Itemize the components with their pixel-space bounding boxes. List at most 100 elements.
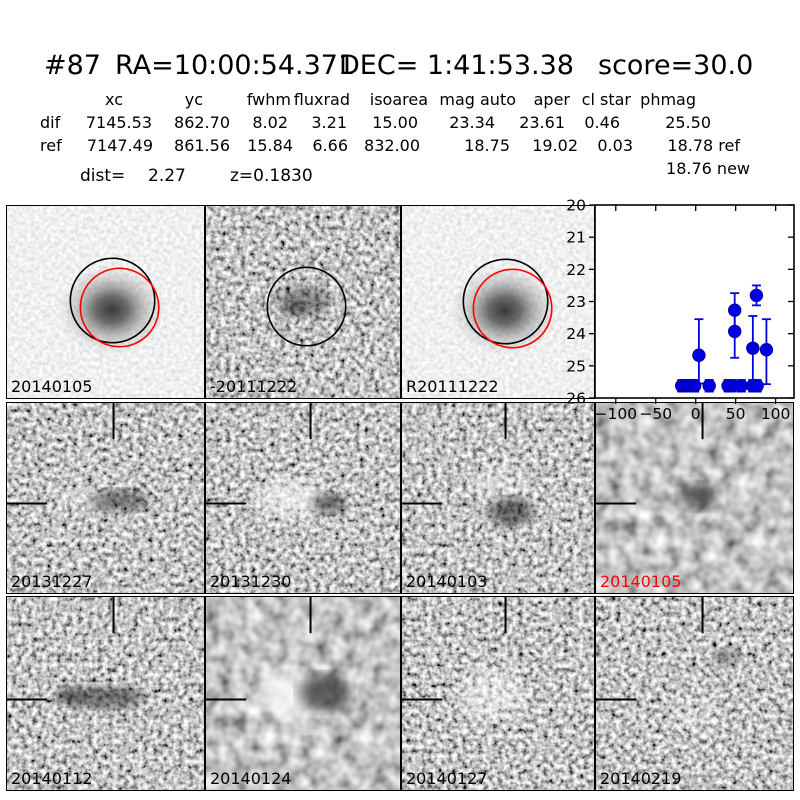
aperture-circle-red bbox=[472, 268, 553, 349]
photometry-point bbox=[727, 303, 742, 317]
candidate-score: score=30.0 bbox=[598, 50, 754, 81]
dif-isoarea: 15.00 bbox=[372, 113, 418, 132]
stamp-epoch-20140124: 20140124 bbox=[205, 596, 401, 791]
stamp-label: -20111222 bbox=[210, 377, 298, 396]
candidate-dec: DEC= 1:41:53.38 bbox=[339, 50, 574, 81]
x-tick-label: −100 bbox=[594, 405, 637, 423]
residual-smudge bbox=[55, 686, 80, 703]
aperture-circle-black bbox=[266, 266, 347, 347]
col-header-isoarea: isoarea bbox=[369, 90, 428, 109]
photometry-point bbox=[687, 379, 702, 393]
ref-fwhm: 15.84 bbox=[247, 136, 293, 155]
residual-smudge bbox=[460, 669, 525, 722]
stamp-new-image bbox=[7, 206, 204, 398]
photometry-point bbox=[750, 379, 764, 393]
photometry-point bbox=[727, 324, 742, 339]
light-curve-plot: −100 −50 0 50 100 20 21 22 23 24 25 26 bbox=[566, 197, 795, 423]
stamp-epoch-image bbox=[596, 597, 793, 790]
residual-smudge bbox=[469, 466, 526, 501]
stamp-epoch-image bbox=[7, 403, 204, 593]
photometry-point bbox=[692, 348, 706, 362]
stamp-label: 20140105 bbox=[11, 377, 93, 396]
ref-fluxrad: 6.66 bbox=[312, 136, 348, 155]
y-tick-label: 26 bbox=[566, 390, 586, 408]
residual-smudge bbox=[280, 712, 333, 733]
residual-smudge bbox=[276, 285, 331, 318]
dif-fluxrad: 3.21 bbox=[311, 113, 347, 132]
y-tick-label: 20 bbox=[566, 197, 586, 215]
ref-phmag: 18.78 ref bbox=[667, 136, 740, 155]
stamp-epoch-20140103: 20140103 bbox=[401, 402, 595, 594]
ref-aper: 19.02 bbox=[532, 136, 578, 155]
host-galaxy-blob bbox=[57, 264, 166, 355]
photometry-point bbox=[734, 379, 748, 393]
redshift-value: z=0.1830 bbox=[230, 166, 313, 186]
dist-value: 2.27 bbox=[148, 166, 186, 186]
photometry-point bbox=[749, 288, 764, 303]
residual-smudge bbox=[660, 498, 697, 519]
host-galaxy-blob bbox=[450, 265, 559, 356]
stamp-epoch-20140219: 20140219 bbox=[595, 596, 794, 791]
ref-yc: 861.56 bbox=[174, 136, 230, 155]
stamp-ref-image bbox=[402, 206, 594, 398]
stamp-epoch-20131227: 20131227 bbox=[6, 402, 205, 594]
residual-smudge bbox=[89, 489, 150, 512]
residual-smudge bbox=[258, 479, 327, 518]
stamp-label: 20140112 bbox=[11, 769, 93, 788]
ref-mag-auto: 18.75 bbox=[464, 136, 510, 155]
photometry-point bbox=[759, 343, 774, 357]
ref-isoarea: 832.00 bbox=[364, 136, 420, 155]
y-tick-label: 22 bbox=[566, 261, 586, 279]
dif-fwhm: 8.02 bbox=[252, 113, 288, 132]
photometry-point bbox=[746, 341, 760, 355]
dist-label: dist= bbox=[80, 166, 126, 186]
stamp-label: R20111222 bbox=[406, 377, 499, 396]
stamp-label: 20140124 bbox=[210, 769, 292, 788]
stamp-epoch-image bbox=[206, 597, 400, 790]
row-label-dif: dif bbox=[40, 113, 61, 132]
stamp-epoch-20140112: 20140112 bbox=[6, 596, 205, 791]
ref-xc: 7147.49 bbox=[86, 136, 153, 155]
stamp-label: 20140219 bbox=[600, 769, 682, 788]
stamp-epoch-image bbox=[402, 597, 594, 790]
y-tick-label: 25 bbox=[566, 357, 586, 375]
y-tick-label: 24 bbox=[566, 325, 586, 343]
x-tick-label: 50 bbox=[726, 405, 746, 423]
residual-smudge bbox=[298, 673, 351, 712]
aperture-circle-black bbox=[462, 258, 549, 345]
stamp-label: 20140127 bbox=[406, 769, 488, 788]
col-header-xc: xc bbox=[105, 90, 123, 109]
col-header-cl-star: cl star bbox=[581, 90, 631, 109]
candidate-ra: RA=10:00:54.371 bbox=[115, 50, 356, 81]
stamp-epoch-20140105: 20140105 bbox=[595, 402, 794, 594]
dif-cl-star: 0.46 bbox=[584, 113, 620, 132]
phmag-new: 18.76 new bbox=[666, 159, 750, 178]
col-header-phmag: phmag bbox=[640, 90, 696, 109]
row-label-ref: ref bbox=[40, 136, 62, 155]
col-header-yc: yc bbox=[184, 90, 203, 109]
stamp-epoch-image bbox=[206, 403, 400, 593]
photometry-point bbox=[702, 379, 716, 393]
aperture-circle-red bbox=[79, 267, 160, 348]
x-tick-label: 0 bbox=[691, 405, 701, 423]
y-tick-label: 23 bbox=[566, 293, 586, 311]
residual-smudge bbox=[714, 648, 739, 667]
x-tick-label: 100 bbox=[761, 405, 791, 423]
stamp-diff-20111222: -20111222 bbox=[205, 205, 401, 399]
stamp-epoch-20131230: 20131230 bbox=[205, 402, 401, 594]
stamp-label: 20131227 bbox=[11, 572, 93, 591]
stamp-epoch-image bbox=[596, 403, 793, 593]
col-header-mag-auto: mag auto bbox=[439, 90, 516, 109]
residual-smudge bbox=[60, 686, 145, 709]
stamp-new-20140105: 20140105 bbox=[6, 205, 205, 399]
stamp-epoch-image bbox=[402, 403, 594, 593]
stamp-label: 20140105 bbox=[600, 572, 682, 591]
residual-smudge bbox=[285, 301, 308, 314]
dif-yc: 862.70 bbox=[174, 113, 230, 132]
dif-xc: 7145.53 bbox=[85, 113, 152, 132]
stamp-epoch-image bbox=[7, 597, 204, 790]
ref-cl-star: 0.03 bbox=[597, 136, 633, 155]
x-tick-label: −50 bbox=[639, 405, 672, 423]
residual-smudge bbox=[488, 497, 533, 526]
